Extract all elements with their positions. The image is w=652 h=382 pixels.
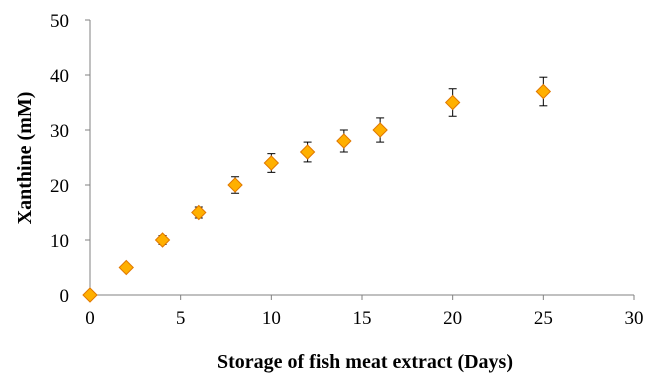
x-tick-label: 5 [176, 308, 186, 329]
data-point [154, 232, 171, 248]
data-point [444, 94, 461, 111]
axes [89, 20, 634, 296]
y-tick-label: 50 [50, 11, 69, 32]
y-tick-label: 30 [50, 121, 69, 142]
y-axis-title: Xanthine (mM) [14, 92, 36, 225]
x-tick-label: 30 [625, 308, 644, 329]
data-point [191, 204, 207, 221]
data-point [82, 287, 98, 303]
x-tick-label: 0 [85, 308, 95, 329]
x-tick-label: 25 [534, 308, 553, 329]
y-axis-ticks: 0 10 20 30 40 50 [50, 11, 90, 307]
y-tick-label: 40 [50, 66, 69, 87]
x-tick-label: 10 [262, 308, 281, 329]
data-point [227, 177, 243, 193]
x-axis-title: Storage of fish meat extract (Days) [217, 351, 513, 373]
data-point [118, 259, 134, 276]
x-axis-ticks: 0 5 10 15 20 25 30 [85, 295, 644, 329]
data-point [535, 83, 552, 100]
data-point [299, 144, 316, 160]
data-point [336, 133, 352, 149]
x-tick-label: 15 [353, 308, 372, 329]
x-tick-label: 20 [443, 308, 462, 329]
y-tick-label: 20 [50, 176, 69, 197]
data-point [372, 122, 388, 138]
data-point [263, 155, 280, 171]
y-tick-label: 10 [50, 231, 69, 252]
data-points [82, 76, 552, 303]
y-tick-label: 0 [60, 286, 70, 307]
